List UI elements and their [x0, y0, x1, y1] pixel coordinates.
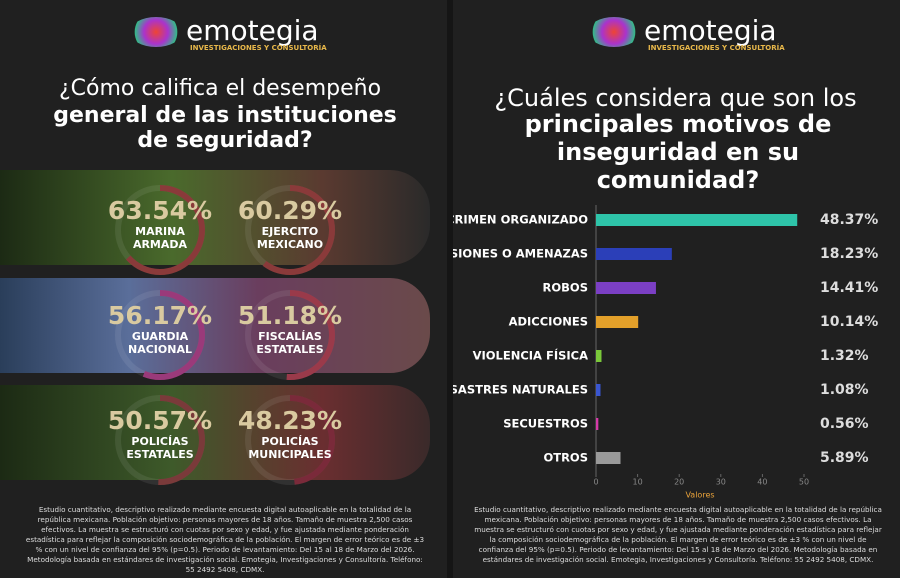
title: ¿Cómo califica el desempeño: [58, 76, 382, 101]
value-label: 0.56%: [820, 416, 869, 432]
category-label: ADICCIONES: [509, 315, 588, 329]
bar: [596, 214, 798, 226]
rings: [115, 185, 335, 485]
x-tick-label: 20: [674, 478, 684, 487]
rating-value: 63.54%: [107, 196, 213, 225]
brand-name: emotegia: [186, 14, 319, 47]
rating-value: 48.23%: [237, 406, 343, 435]
rating-value: 50.57%: [107, 406, 213, 435]
ring-arc: [245, 185, 335, 275]
category-label: SECUESTROS: [503, 417, 588, 431]
rating: 48.23% POLICÍAS MUNICIPALES: [225, 406, 355, 461]
x-tick-label: 0: [593, 478, 598, 487]
footer: Estudio cuantitativo, descriptivo realiz…: [25, 505, 425, 574]
footer: Estudio cuantitativo, descriptivo realiz…: [474, 505, 882, 564]
ring-arc: [245, 290, 335, 380]
ring-arc: [245, 395, 335, 485]
brand-tagline: INVESTIGACIONES Y CONSULTORÍA: [190, 44, 327, 52]
x-tick-label: 40: [757, 478, 767, 487]
logo: emotegia INVESTIGACIONES Y CONSULTORÍA: [588, 14, 785, 52]
x-axis-label: Valores: [685, 491, 714, 500]
chart: 0 10 20 30 40 50 Valores CRIMEN ORGANIZADO 48.37…: [453, 205, 878, 500]
category-label: OTROS: [543, 451, 588, 465]
bar: [596, 248, 672, 260]
rating: 63.54% MARINA ARMADA: [95, 196, 225, 251]
brand-name: emotegia: [644, 14, 777, 47]
rating-value: 56.17%: [107, 301, 213, 330]
rating-value: 60.29%: [237, 196, 343, 225]
title-bold: general de las instituciones de segurida…: [53, 103, 397, 153]
chart-title: ¿Cuáles considera que son los: [494, 84, 857, 112]
x-tick-label: 50: [799, 478, 809, 487]
chart-title-bold: principales motivos de inseguridad en su…: [524, 110, 832, 194]
category-label: VIOLENCIA FÍSICA: [473, 348, 589, 363]
left-panel: emotegia INVESTIGACIONES Y CONSULTORÍA ¿C…: [0, 0, 447, 578]
ring-arc: [115, 290, 205, 380]
value-label: 10.14%: [820, 314, 878, 330]
bar: [596, 282, 656, 294]
right-panel: emotegia INVESTIGACIONES Y CONSULTORÍA ¿C…: [453, 0, 900, 578]
bar: [596, 418, 599, 430]
rating: 51.18% FISCALÍAS ESTATALES: [225, 301, 355, 356]
value-label: 1.32%: [820, 348, 869, 364]
rating-label: POLICÍAS MUNICIPALES: [248, 435, 332, 461]
logo: emotegia INVESTIGACIONES Y CONSULTORÍA: [130, 14, 327, 52]
rating-label: GUARDIA NACIONAL: [128, 330, 192, 356]
rating-label: FISCALÍAS ESTATALES: [256, 330, 324, 356]
bar: [596, 316, 639, 328]
rating: 56.17% GUARDIA NACIONAL: [95, 301, 225, 356]
value-label: 18.23%: [820, 246, 878, 262]
bar: [596, 384, 601, 396]
x-tick-label: 30: [716, 478, 726, 487]
bar: [596, 350, 602, 362]
rating-label: POLICÍAS ESTATALES: [126, 435, 194, 461]
rating-label: EJERCITO MEXICANO: [256, 225, 324, 251]
ring-arc: [115, 395, 205, 485]
value-label: 1.08%: [820, 382, 869, 398]
category-label: EXTORSIONES O AMENAZAS: [453, 247, 588, 261]
category-label: CRIMEN ORGANIZADO: [453, 213, 588, 227]
category-label: DESASTRES NATURALES: [453, 383, 588, 397]
category-label: ROBOS: [543, 281, 588, 295]
band: [0, 278, 430, 373]
band: [0, 170, 430, 265]
rating-value: 51.18%: [237, 301, 343, 330]
value-label: 48.37%: [820, 212, 878, 228]
rating: 60.29% EJERCITO MEXICANO: [225, 196, 355, 251]
brand-tagline: INVESTIGACIONES Y CONSULTORÍA: [648, 44, 785, 52]
value-label: 14.41%: [820, 280, 878, 296]
rating-label: MARINA ARMADA: [132, 225, 188, 251]
band: [0, 385, 430, 480]
ring-arc: [115, 185, 205, 275]
x-tick-label: 10: [633, 478, 643, 487]
rating: 50.57% POLICÍAS ESTATALES: [95, 406, 225, 461]
bar: [596, 452, 621, 464]
value-label: 5.89%: [820, 450, 869, 466]
